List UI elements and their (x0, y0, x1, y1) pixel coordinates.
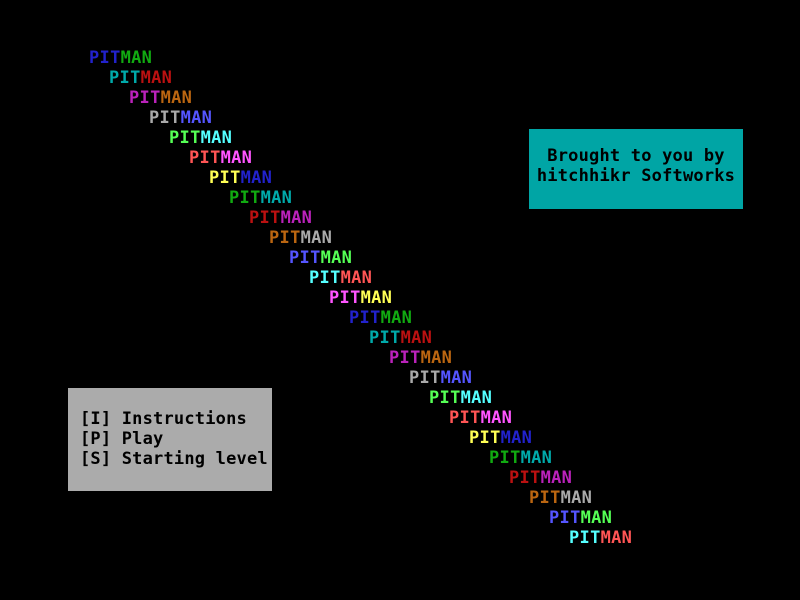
main-menu: [I] Instructions [P] Play [S] Starting l… (68, 388, 272, 491)
pitman-word-man: MAN (500, 428, 533, 448)
pitman-word-pit: PIT (209, 168, 241, 188)
pitman-word-pit: PIT (549, 508, 581, 528)
pitman-title-row: PITMAN (569, 528, 632, 548)
pitman-title-row: PITMAN (449, 408, 512, 428)
pitman-word-man: MAN (560, 488, 593, 508)
pitman-title-row: PITMAN (229, 188, 292, 208)
pitman-title-row: PITMAN (329, 288, 392, 308)
pitman-word-man: MAN (120, 48, 153, 68)
pitman-word-man: MAN (280, 208, 313, 228)
pitman-word-pit: PIT (509, 468, 541, 488)
menu-item-starting-level[interactable]: [S] Starting level (80, 449, 268, 469)
pitman-word-pit: PIT (149, 108, 181, 128)
pitman-word-man: MAN (300, 228, 333, 248)
pitman-title-row: PITMAN (469, 428, 532, 448)
pitman-word-man: MAN (220, 148, 253, 168)
pitman-word-pit: PIT (469, 428, 501, 448)
pitman-word-man: MAN (240, 168, 273, 188)
pitman-word-man: MAN (460, 388, 493, 408)
pitman-word-pit: PIT (249, 208, 281, 228)
pitman-word-pit: PIT (329, 288, 361, 308)
pitman-word-pit: PIT (489, 448, 521, 468)
pitman-word-man: MAN (540, 468, 573, 488)
pitman-title-row: PITMAN (309, 268, 372, 288)
menu-item-instructions[interactable]: [I] Instructions (80, 409, 247, 429)
pitman-title-row: PITMAN (389, 348, 452, 368)
pitman-word-man: MAN (200, 128, 233, 148)
pitman-word-pit: PIT (89, 48, 121, 68)
pitman-word-man: MAN (360, 288, 393, 308)
pitman-title-row: PITMAN (489, 448, 552, 468)
credit-line-2: hitchhikr Softworks (536, 166, 736, 186)
pitman-word-pit: PIT (269, 228, 301, 248)
pitman-word-man: MAN (480, 408, 513, 428)
pitman-title-row: PITMAN (549, 508, 612, 528)
pitman-title-row: PITMAN (349, 308, 412, 328)
pitman-word-man: MAN (260, 188, 293, 208)
pitman-word-pit: PIT (309, 268, 341, 288)
credit-box: Brought to you by hitchhikr Softworks (529, 129, 743, 209)
pitman-word-man: MAN (580, 508, 613, 528)
pitman-title-row: PITMAN (249, 208, 312, 228)
pitman-title-row: PITMAN (109, 68, 172, 88)
pitman-title-row: PITMAN (89, 48, 152, 68)
credit-line-1: Brought to you by (547, 146, 725, 166)
pitman-word-pit: PIT (289, 248, 321, 268)
pitman-title-row: PITMAN (169, 128, 232, 148)
pitman-title-row: PITMAN (289, 248, 352, 268)
pitman-word-pit: PIT (389, 348, 421, 368)
pitman-word-pit: PIT (569, 528, 601, 548)
pitman-title-row: PITMAN (149, 108, 212, 128)
pitman-title-row: PITMAN (189, 148, 252, 168)
menu-item-play[interactable]: [P] Play (80, 429, 164, 449)
pitman-word-pit: PIT (409, 368, 441, 388)
pitman-word-man: MAN (600, 528, 633, 548)
pitman-word-pit: PIT (349, 308, 381, 328)
pitman-title-row: PITMAN (129, 88, 192, 108)
pitman-title-row: PITMAN (209, 168, 272, 188)
pitman-title-row: PITMAN (529, 488, 592, 508)
pitman-word-pit: PIT (169, 128, 201, 148)
pitman-word-man: MAN (520, 448, 553, 468)
pitman-word-pit: PIT (229, 188, 261, 208)
pitman-word-man: MAN (420, 348, 453, 368)
pitman-word-man: MAN (140, 68, 173, 88)
pitman-word-pit: PIT (129, 88, 161, 108)
pitman-word-pit: PIT (109, 68, 141, 88)
pitman-word-man: MAN (440, 368, 473, 388)
pitman-word-man: MAN (380, 308, 413, 328)
pitman-title-row: PITMAN (409, 368, 472, 388)
pitman-word-man: MAN (160, 88, 193, 108)
pitman-word-pit: PIT (449, 408, 481, 428)
pitman-word-man: MAN (320, 248, 353, 268)
pitman-word-pit: PIT (189, 148, 221, 168)
pitman-word-pit: PIT (429, 388, 461, 408)
pitman-word-man: MAN (180, 108, 213, 128)
pitman-word-man: MAN (400, 328, 433, 348)
pitman-word-pit: PIT (529, 488, 561, 508)
pitman-title-row: PITMAN (369, 328, 432, 348)
pitman-word-pit: PIT (369, 328, 401, 348)
pitman-title-row: PITMAN (269, 228, 332, 248)
pitman-title-row: PITMAN (429, 388, 492, 408)
pitman-title-row: PITMAN (509, 468, 572, 488)
pitman-word-man: MAN (340, 268, 373, 288)
